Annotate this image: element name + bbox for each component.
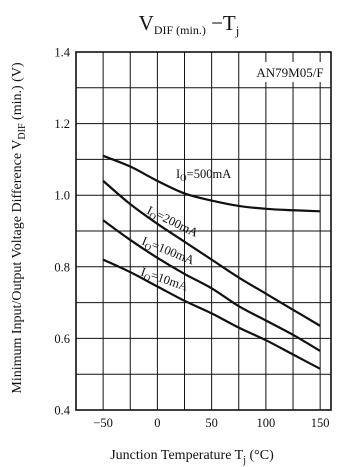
x-tick-label: 100 — [257, 416, 276, 430]
y-tick-label: 1.0 — [54, 189, 70, 203]
y-tick-label: 0.4 — [54, 404, 70, 418]
plot-frame — [75, 51, 332, 411]
series-label: IO=200mA — [144, 203, 201, 242]
x-tick-labels: −50 0 50 100 150 — [93, 416, 329, 430]
x-axis-title: Junction Temperature Tj (°C) — [110, 448, 274, 466]
grid — [75, 51, 332, 411]
x-tick-label: 0 — [154, 416, 160, 430]
series-line — [102, 154, 321, 213]
y-axis-title: Minimum Input/Output Voltage Difference … — [10, 62, 28, 394]
curves — [102, 154, 321, 370]
y-tick-label: 0.8 — [54, 260, 70, 274]
series-label: IO=500mA — [176, 167, 231, 183]
series-line — [102, 180, 321, 327]
x-tick-label: 50 — [205, 416, 218, 430]
series-line — [102, 219, 321, 352]
y-tick-label: 1.4 — [54, 46, 70, 60]
model-label: AN79M05/F — [256, 65, 323, 80]
model-label-box — [253, 62, 323, 82]
y-tick-label: 1.2 — [54, 117, 70, 131]
series-line — [102, 258, 321, 370]
chart-title: VDIF (min.) −Tj — [139, 11, 240, 38]
x-tick-label: 150 — [311, 416, 330, 430]
y-tick-label: 0.6 — [54, 332, 70, 346]
x-tick-label: −50 — [93, 416, 113, 430]
y-tick-labels: 0.4 0.6 0.8 1.0 1.2 1.4 — [54, 46, 70, 418]
